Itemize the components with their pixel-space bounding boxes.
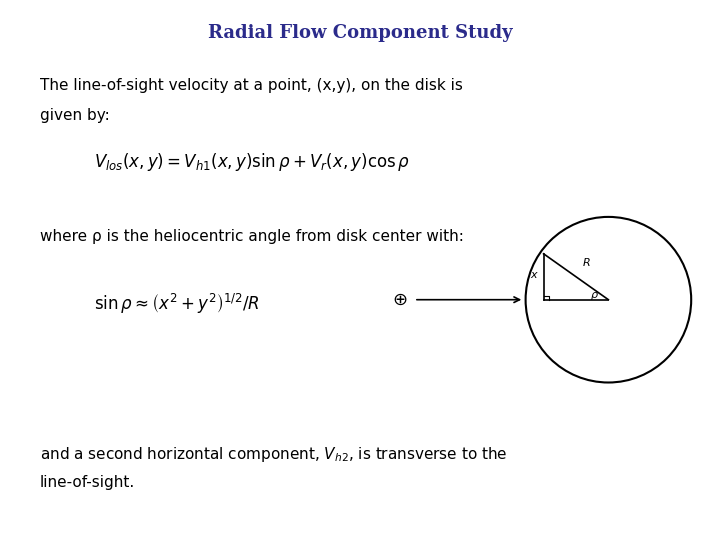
Text: and a second horizontal component, $V_{h2}$, is transverse to the: and a second horizontal component, $V_{h… bbox=[40, 446, 507, 464]
Text: Radial Flow Component Study: Radial Flow Component Study bbox=[207, 24, 513, 42]
Text: given by:: given by: bbox=[40, 108, 109, 123]
Text: $R$: $R$ bbox=[582, 256, 590, 268]
Text: The line-of-sight velocity at a point, (x,y), on the disk is: The line-of-sight velocity at a point, (… bbox=[40, 78, 462, 93]
Text: where ρ is the heliocentric angle from disk center with:: where ρ is the heliocentric angle from d… bbox=[40, 230, 464, 245]
Text: $\sin\rho \approx \left(x^2 + y^2\right)^{1/2} / R$: $\sin\rho \approx \left(x^2 + y^2\right)… bbox=[94, 292, 259, 316]
Text: $\oplus$: $\oplus$ bbox=[392, 291, 408, 309]
Text: line-of-sight.: line-of-sight. bbox=[40, 475, 135, 490]
Text: $x$: $x$ bbox=[530, 271, 539, 280]
Text: $V_{los}(x, y) = V_{h1}(x, y)\sin\rho + V_r(x, y)\cos\rho$: $V_{los}(x, y) = V_{h1}(x, y)\sin\rho + … bbox=[94, 151, 410, 173]
Text: $\rho$: $\rho$ bbox=[590, 290, 599, 302]
